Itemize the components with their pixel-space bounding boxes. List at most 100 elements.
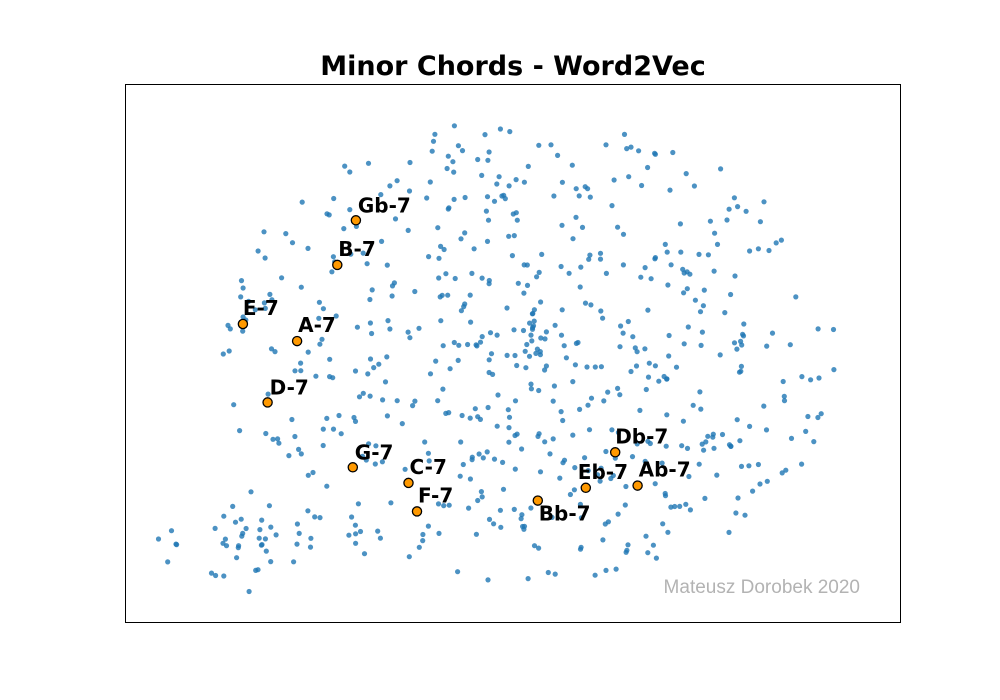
background-point xyxy=(336,412,342,419)
background-point xyxy=(724,217,730,223)
background-point xyxy=(513,177,519,183)
highlight-label-ab-7: Ab-7 xyxy=(639,458,691,482)
highlight-label-e-7: E-7 xyxy=(243,296,279,320)
background-point xyxy=(621,131,628,137)
background-point xyxy=(598,308,604,314)
background-point xyxy=(575,339,581,346)
background-point xyxy=(711,268,717,274)
background-point xyxy=(406,554,412,560)
background-point xyxy=(747,248,753,254)
background-point xyxy=(610,472,616,479)
background-point xyxy=(587,252,593,258)
background-point xyxy=(312,514,318,520)
background-point xyxy=(598,465,604,471)
background-point xyxy=(684,286,690,292)
background-point xyxy=(521,179,528,185)
background-point xyxy=(220,540,226,546)
background-point xyxy=(330,426,337,432)
background-point xyxy=(436,255,442,261)
background-point xyxy=(585,402,591,408)
background-point xyxy=(220,351,226,357)
background-point xyxy=(405,227,411,233)
background-point xyxy=(783,467,789,473)
background-point xyxy=(487,330,494,336)
background-point xyxy=(473,531,479,537)
background-point xyxy=(761,199,767,205)
background-point xyxy=(377,535,383,541)
background-point xyxy=(425,523,431,529)
background-point xyxy=(394,178,400,184)
background-point xyxy=(750,488,756,494)
background-point xyxy=(451,169,457,175)
background-point xyxy=(557,475,563,481)
background-point xyxy=(472,406,478,412)
background-point xyxy=(457,473,463,479)
highlight-label-eb-7: Eb-7 xyxy=(578,460,628,484)
background-point xyxy=(313,373,319,379)
background-point xyxy=(319,336,325,342)
background-point xyxy=(168,528,175,534)
background-point xyxy=(451,339,457,346)
background-point xyxy=(276,440,282,446)
background-point xyxy=(432,131,438,137)
background-point xyxy=(572,362,579,368)
background-point xyxy=(514,362,520,369)
background-point xyxy=(531,543,538,549)
background-point xyxy=(479,172,485,178)
background-point xyxy=(623,549,629,555)
background-point xyxy=(240,285,246,291)
watermark: Mateusz Dorobek 2020 xyxy=(664,577,860,598)
background-point xyxy=(445,153,451,159)
background-point xyxy=(647,440,653,447)
background-point xyxy=(412,288,418,295)
background-point xyxy=(576,193,582,199)
background-point xyxy=(422,439,428,445)
background-point xyxy=(485,404,491,411)
background-point xyxy=(367,320,373,326)
background-point xyxy=(668,262,674,268)
background-point xyxy=(622,502,628,508)
background-point xyxy=(597,256,604,262)
background-point xyxy=(755,461,762,468)
background-point xyxy=(521,290,527,296)
background-point xyxy=(363,457,369,463)
background-point xyxy=(742,512,748,518)
background-point xyxy=(764,478,770,484)
background-point xyxy=(717,352,723,358)
background-point xyxy=(468,319,474,325)
background-point xyxy=(703,439,709,445)
background-point xyxy=(460,461,466,468)
background-point xyxy=(561,343,567,349)
background-point xyxy=(656,378,662,384)
background-point xyxy=(710,434,716,440)
background-point xyxy=(347,207,353,213)
background-point xyxy=(399,421,405,427)
background-point xyxy=(701,287,707,293)
background-point xyxy=(174,542,180,548)
background-point xyxy=(732,273,738,279)
background-point xyxy=(498,524,504,530)
background-point xyxy=(438,243,444,249)
background-point xyxy=(268,524,274,530)
background-point xyxy=(603,270,610,276)
background-point xyxy=(240,530,246,537)
background-point xyxy=(679,443,685,449)
background-point xyxy=(524,282,531,288)
background-point xyxy=(585,468,591,474)
background-point xyxy=(567,491,574,498)
background-point xyxy=(578,515,585,521)
background-point xyxy=(763,427,770,433)
background-point xyxy=(349,514,355,520)
background-point xyxy=(436,275,442,281)
background-point xyxy=(662,241,668,247)
background-point xyxy=(494,423,500,429)
background-point xyxy=(473,342,479,348)
background-point xyxy=(664,249,670,255)
background-point xyxy=(360,250,366,256)
background-point xyxy=(803,428,809,434)
background-point xyxy=(506,414,513,420)
background-point xyxy=(628,368,634,375)
background-point xyxy=(573,186,579,192)
background-point xyxy=(272,349,278,355)
background-point xyxy=(208,570,215,576)
